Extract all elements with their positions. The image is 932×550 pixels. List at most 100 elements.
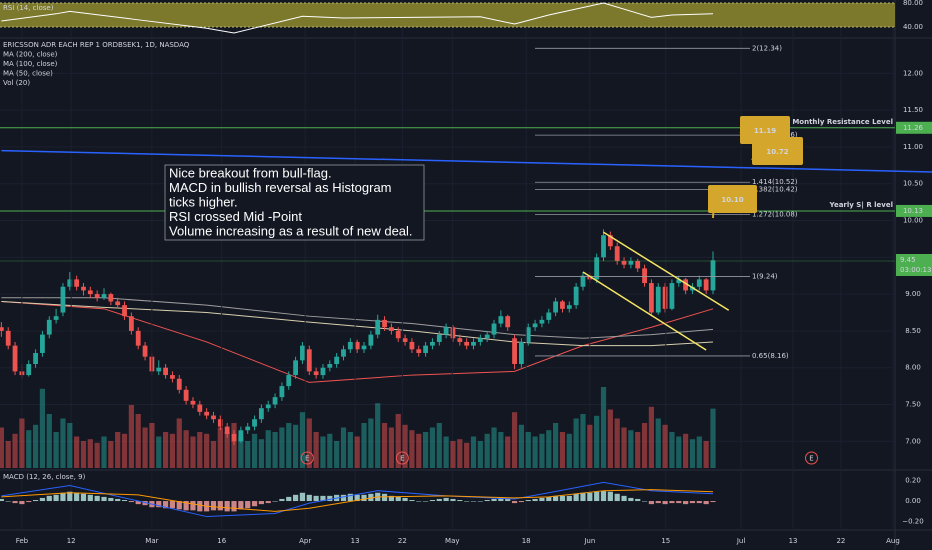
volume-bar xyxy=(607,409,613,468)
candle-body xyxy=(409,341,415,350)
candle-body xyxy=(224,426,230,434)
macd-histogram-bar xyxy=(655,501,661,504)
candle-body xyxy=(580,275,586,287)
macd-histogram-bar xyxy=(354,494,360,502)
volume-bar xyxy=(669,432,675,468)
macd-histogram-bar xyxy=(641,501,648,502)
candle-body xyxy=(614,246,620,261)
macd-histogram-bar xyxy=(402,497,408,502)
macd-histogram-bar xyxy=(648,501,655,505)
volume-bar xyxy=(313,432,319,468)
candle-body xyxy=(258,408,264,420)
volume-bar xyxy=(238,436,244,468)
volume-bar xyxy=(361,423,367,468)
candle-body xyxy=(560,301,565,309)
volume-bar xyxy=(340,427,347,468)
candle-body xyxy=(655,286,661,313)
fib-label: 1.414(10.52) xyxy=(752,178,798,186)
volume-bar xyxy=(320,436,326,468)
candle-body xyxy=(607,235,613,247)
volume-bar xyxy=(546,430,552,468)
legend-entry: MA (100, close) xyxy=(3,60,58,68)
candle-body xyxy=(163,367,168,376)
macd-histogram-bar xyxy=(121,500,128,502)
volume-bar xyxy=(566,433,572,468)
candle-body xyxy=(87,290,93,295)
candle-body xyxy=(443,327,449,335)
rsi-band xyxy=(0,3,895,28)
macd-histogram-bar xyxy=(703,501,709,505)
candle-body xyxy=(512,338,517,365)
x-tick-label: 16 xyxy=(217,537,226,545)
candle-body xyxy=(313,371,319,376)
macd-histogram-bar xyxy=(566,495,572,502)
macd-histogram-bar xyxy=(498,497,504,502)
macd-histogram-bar xyxy=(436,498,442,502)
volume-bar xyxy=(457,439,463,468)
macd-line xyxy=(1,481,714,518)
macd-histogram-bar xyxy=(279,498,285,502)
macd-histogram-bar xyxy=(546,496,552,502)
candle-body xyxy=(601,235,606,258)
volume-bar xyxy=(142,427,148,468)
volume-bar xyxy=(553,423,559,468)
macd-histogram-bar xyxy=(443,497,449,502)
macd-label: MACD (12, 26, close, 9) xyxy=(3,473,86,481)
macd-histogram-bar xyxy=(594,491,600,502)
x-tick-label: 22 xyxy=(398,537,407,545)
volume-bar xyxy=(39,388,46,468)
macd-histogram-bar xyxy=(491,498,497,502)
candle-body xyxy=(416,349,422,353)
macd-histogram-bar xyxy=(429,500,436,502)
trend-line xyxy=(582,271,707,351)
candle-body xyxy=(293,360,298,376)
volume-bar xyxy=(121,433,128,468)
macd-histogram-bar xyxy=(0,498,4,502)
candle-body xyxy=(94,294,100,298)
macd-histogram-bar xyxy=(142,501,148,506)
macd-tick-label: −0.20 xyxy=(902,518,923,526)
earnings-label: E xyxy=(305,455,309,463)
volume-bar xyxy=(32,424,39,468)
candle-body xyxy=(122,305,127,317)
callout-box xyxy=(708,185,757,213)
volume-bar xyxy=(539,433,545,468)
candle-body xyxy=(375,319,381,335)
y-tick-label: 11.50 xyxy=(903,106,923,114)
volume-bar xyxy=(190,436,196,468)
candle-body xyxy=(546,312,552,320)
annotation-line: RSI crossed Mid -Point xyxy=(169,209,302,224)
volume-bar xyxy=(5,441,11,468)
macd-histogram-bar xyxy=(183,501,189,511)
macd-histogram-bar xyxy=(169,501,176,509)
volume-bar xyxy=(703,441,709,468)
macd-histogram-bar xyxy=(628,497,634,502)
volume-bar xyxy=(176,418,182,468)
macd-histogram-bar xyxy=(306,494,312,502)
macd-histogram-bar xyxy=(470,501,477,502)
candle-body xyxy=(170,375,175,379)
x-tick-label: Jul xyxy=(736,537,746,545)
level-label: Monthly Resistance Level xyxy=(792,118,893,126)
volume-bar xyxy=(334,441,340,468)
macd-histogram-bar xyxy=(320,495,326,502)
earnings-label: E xyxy=(809,455,813,463)
candle-body xyxy=(46,319,52,335)
volume-bar xyxy=(587,424,593,468)
candle-body xyxy=(354,341,360,350)
volume-bar xyxy=(614,418,620,468)
volume-bar xyxy=(388,427,394,468)
macd-histogram-bar xyxy=(361,494,367,502)
volume-bar xyxy=(53,432,59,468)
macd-histogram-bar xyxy=(518,501,524,503)
legend-entry: ERICSSON ADR EACH REP 1 ORDBSEK1, 1D, NA… xyxy=(3,41,190,49)
macd-histogram-bar xyxy=(299,492,306,502)
candle-body xyxy=(395,330,401,339)
macd-histogram-bar xyxy=(587,492,593,502)
candle-body xyxy=(662,286,668,309)
macd-histogram-bar xyxy=(477,501,483,502)
macd-histogram-bar xyxy=(388,495,394,502)
fib-label: 0.65(8.16) xyxy=(752,352,789,360)
macd-histogram-bar xyxy=(525,500,531,502)
